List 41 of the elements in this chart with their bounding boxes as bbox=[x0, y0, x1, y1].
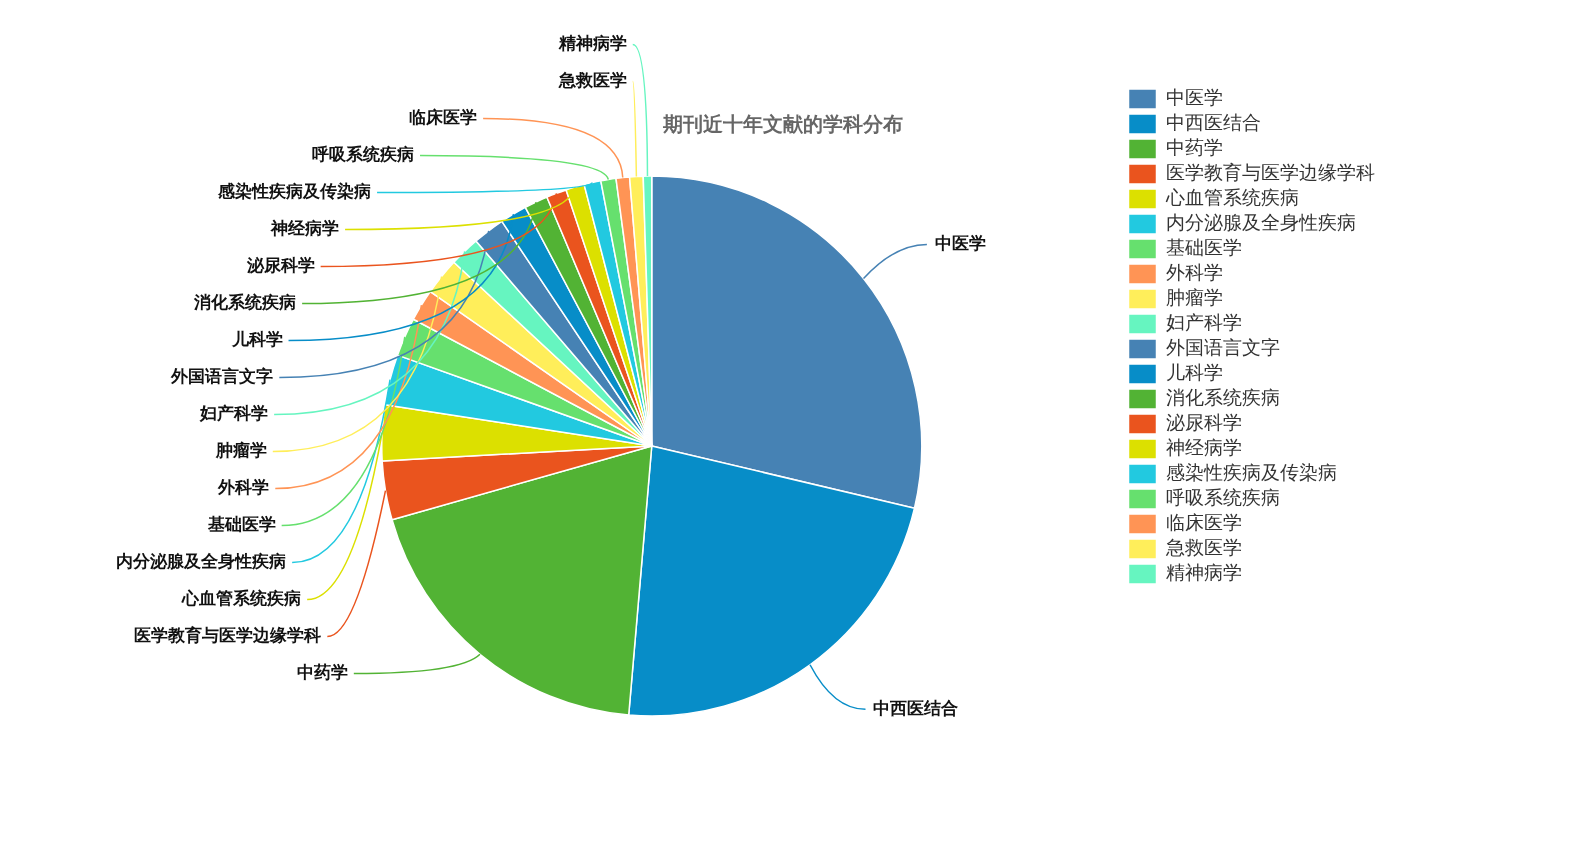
slice-label: 肿瘤学 bbox=[214, 440, 267, 460]
legend-label: 临床医学 bbox=[1166, 510, 1242, 533]
legend-label: 外科学 bbox=[1166, 260, 1223, 283]
legend-label: 泌尿科学 bbox=[1166, 410, 1242, 433]
legend-label: 内分泌腺及全身性疾病 bbox=[1166, 210, 1356, 233]
legend-label: 消化系统疾病 bbox=[1166, 385, 1280, 408]
slice-label: 急救医学 bbox=[557, 70, 627, 90]
slice-label: 神经病学 bbox=[270, 218, 340, 238]
legend-label: 中医学 bbox=[1166, 85, 1223, 108]
slice-label: 内分泌腺及全身性疾病 bbox=[116, 551, 287, 571]
legend-label: 肿瘤学 bbox=[1166, 285, 1223, 308]
legend-label: 神经病学 bbox=[1166, 435, 1242, 458]
slice-label: 外国语言文字 bbox=[170, 366, 274, 386]
legend-label: 感染性疾病及传染病 bbox=[1166, 460, 1337, 483]
slice-label: 中西医结合 bbox=[873, 697, 959, 718]
slice-label: 中医学 bbox=[934, 232, 986, 253]
legend-label: 急救医学 bbox=[1165, 535, 1242, 558]
legend-label: 中西医结合 bbox=[1166, 110, 1261, 133]
legend-label: 妇产科学 bbox=[1166, 310, 1242, 333]
legend-label: 精神病学 bbox=[1166, 560, 1242, 583]
slice-label: 中药学 bbox=[296, 662, 348, 682]
legend-label: 儿科学 bbox=[1166, 360, 1223, 383]
legend-label: 外国语言文字 bbox=[1166, 335, 1280, 358]
slice-label: 精神病学 bbox=[557, 33, 627, 53]
slice-label: 外科学 bbox=[217, 477, 270, 497]
legend-label: 心血管系统疾病 bbox=[1165, 185, 1299, 208]
legend-label: 中药学 bbox=[1166, 135, 1223, 158]
slice-label: 临床医学 bbox=[409, 107, 478, 127]
slice-label: 泌尿科学 bbox=[245, 255, 315, 275]
slice-label: 医学教育与医学边缘学科 bbox=[134, 625, 322, 645]
text: 期刊近十年文献的学科分布 bbox=[661, 112, 903, 137]
slice-label: 心血管系统疾病 bbox=[181, 588, 302, 608]
legend-label: 呼吸系统疾病 bbox=[1166, 485, 1280, 508]
slice-label: 呼吸系统疾病 bbox=[312, 144, 415, 164]
legend-label: 基础医学 bbox=[1166, 235, 1242, 258]
slice-label: 感染性疾病及传染病 bbox=[217, 181, 372, 201]
legend-label: 医学教育与医学边缘学科 bbox=[1166, 160, 1375, 183]
slice-label: 妇产科学 bbox=[199, 403, 269, 423]
slice-label: 基础医学 bbox=[206, 514, 276, 534]
slice-label: 儿科学 bbox=[230, 329, 283, 349]
slice-label: 消化系统疾病 bbox=[193, 292, 297, 312]
